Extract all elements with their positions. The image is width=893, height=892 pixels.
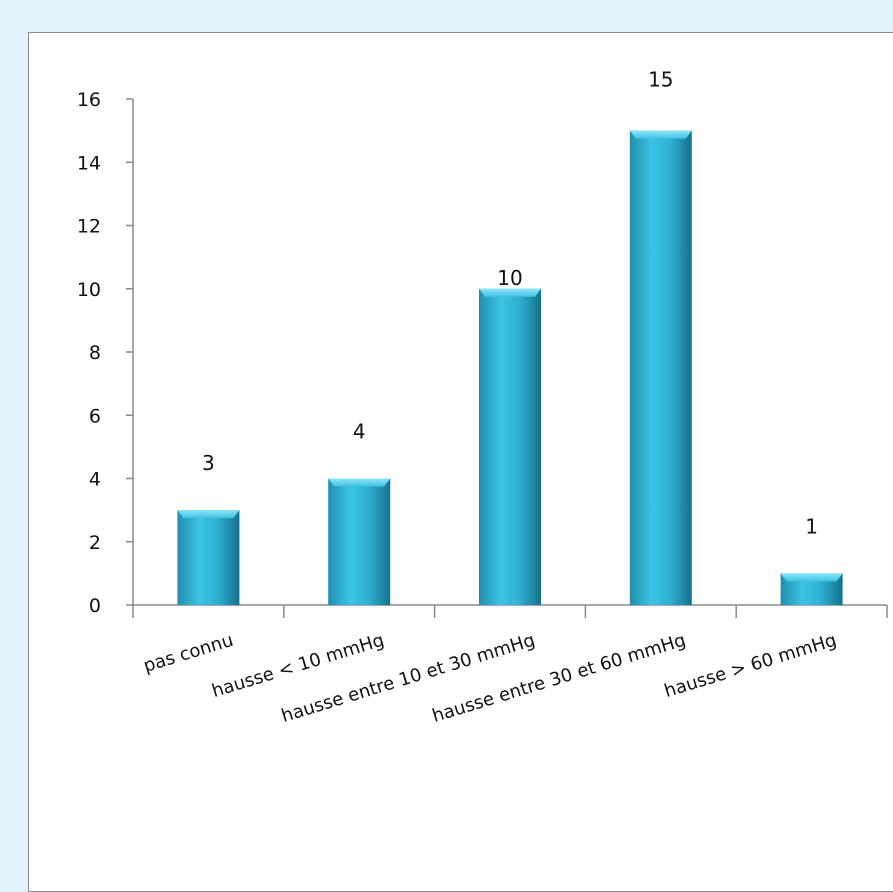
category-label: hausse > 60 mmHg (662, 630, 839, 702)
y-tick-label: 8 (89, 342, 101, 364)
y-tick-label: 6 (89, 405, 101, 427)
y-tick-label: 16 (77, 89, 101, 111)
bar-cap (629, 130, 692, 139)
bar (479, 288, 541, 605)
data-label: 10 (497, 266, 522, 290)
data-label: 4 (353, 420, 366, 444)
data-label: 3 (202, 451, 215, 475)
y-tick-label: 4 (89, 469, 101, 491)
category-label: pas connu (141, 630, 236, 677)
y-tick-label: 12 (77, 216, 101, 238)
bar-cap (177, 510, 240, 519)
y-tick-label: 2 (89, 532, 101, 554)
category-label: hausse entre 10 et 30 mmHg (279, 630, 537, 727)
bar-cap (780, 573, 843, 582)
data-label: 15 (648, 68, 673, 92)
chart-panel (28, 32, 893, 892)
bar (629, 130, 692, 605)
bar-cap (479, 288, 541, 297)
bar (177, 510, 240, 605)
y-tick-label: 0 (89, 595, 101, 617)
bar (328, 478, 391, 605)
bars (177, 130, 843, 605)
category-label: hausse entre 30 et 60 mmHg (430, 630, 688, 727)
data-label: 1 (805, 514, 818, 538)
y-tick-label: 10 (77, 279, 101, 301)
bar-cap (328, 478, 391, 487)
y-tick-label: 14 (77, 152, 101, 174)
